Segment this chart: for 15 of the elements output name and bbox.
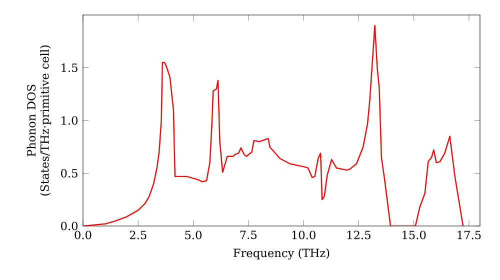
y-tick-label: 1.0 [62,116,78,125]
y-axis-title: Phonon DOS (States/THz·primitive cell) [26,45,52,196]
x-tick-label: 5.0 [185,230,202,240]
x-axis-title: Frequency (THz) [234,248,330,260]
y-tick-label: 1.5 [62,63,78,72]
x-tick-label: 17.5 [458,230,481,240]
x-tick-label: 7.5 [240,230,257,240]
x-tick-label: 12.5 [347,230,370,240]
y-tick-label: 0.0 [61,222,78,230]
line-series [83,24,464,226]
x-tick-label: 15.0 [402,230,426,240]
x-tick-label: 10.0 [292,230,316,240]
y-tick-label: 0.5 [61,168,78,178]
x-tick-label: 0.0 [74,230,92,240]
x-tick-label: 2.5 [130,230,146,240]
